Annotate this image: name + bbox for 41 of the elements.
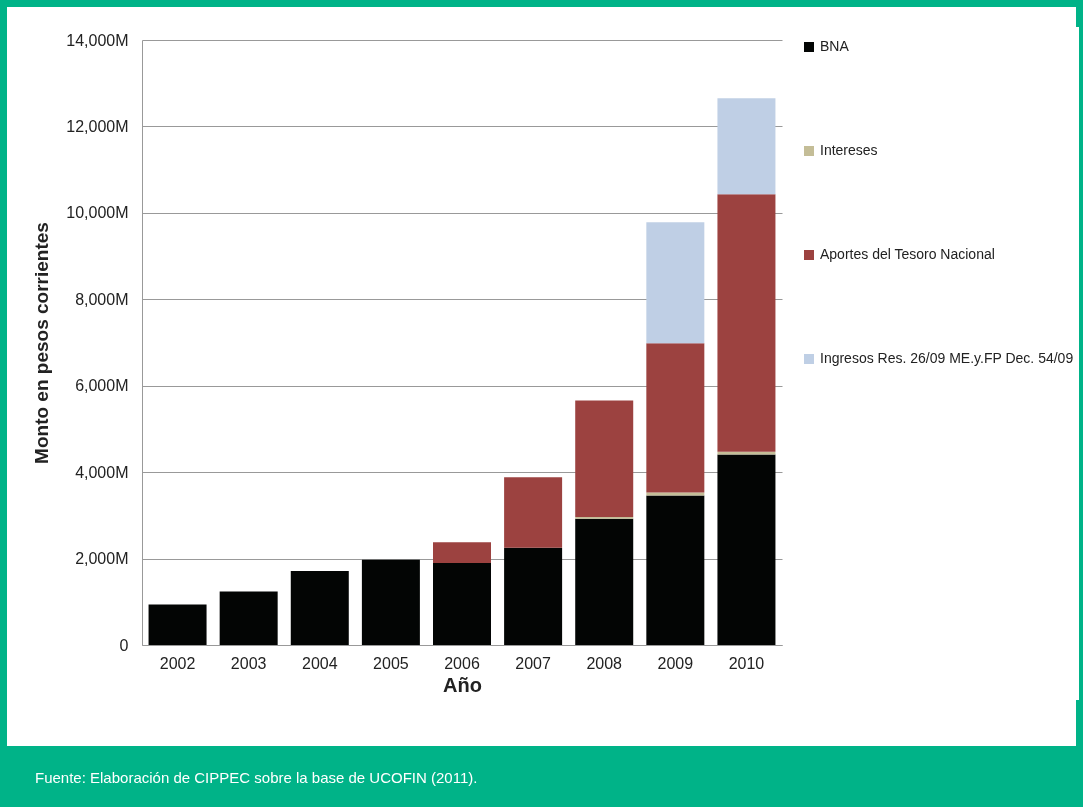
x-tick-label: 2008	[586, 654, 623, 672]
bar	[504, 547, 563, 645]
y-tick-label: 14,000M	[66, 31, 129, 49]
bar	[219, 591, 278, 645]
bar	[646, 343, 705, 493]
y-tick-label: 0	[119, 636, 129, 654]
bar	[717, 194, 776, 452]
x-tick-label: 2010	[728, 654, 765, 672]
x-axis-title: Año	[443, 673, 482, 696]
bar	[361, 559, 420, 645]
y-axis-title: Monto en pesos corrientes	[31, 222, 53, 464]
bar	[575, 400, 634, 518]
x-tick-label: 2009	[657, 654, 694, 672]
bar	[433, 562, 491, 645]
x-tick-label: 2003	[230, 654, 267, 672]
y-tick-label: 8,000M	[75, 290, 129, 308]
bar	[504, 477, 563, 548]
x-tick-label: 2005	[373, 654, 409, 672]
bar	[646, 492, 705, 496]
bar	[717, 454, 776, 645]
bar	[290, 571, 349, 645]
bar	[148, 604, 207, 645]
legend-label: Ingresos Res. 26/09 ME.y.FP Dec. 54/09	[820, 350, 1074, 366]
bar	[433, 542, 491, 563]
y-tick-label: 2,000M	[75, 550, 129, 568]
bar	[717, 98, 776, 195]
legend-label: Aportes del Tesoro Nacional	[820, 246, 995, 262]
bar	[575, 518, 634, 645]
y-tick-label: 10,000M	[66, 204, 129, 222]
bar	[646, 495, 705, 645]
legend-label: Intereses	[820, 142, 878, 158]
y-tick-label: 12,000M	[66, 117, 129, 135]
legend-label: BNA	[820, 38, 850, 54]
x-tick-label: 2006	[444, 654, 480, 672]
y-tick-label: 4,000M	[75, 463, 129, 481]
x-tick-label: 2004	[301, 654, 338, 672]
x-tick-label: 2007	[515, 654, 552, 672]
bar	[646, 222, 705, 344]
x-tick-label: 2002	[159, 654, 196, 672]
y-tick-label: 6,000M	[75, 377, 129, 395]
source-note: Fuente: Elaboración de CIPPEC sobre la base de UCOFIN (2011).	[34, 768, 479, 786]
